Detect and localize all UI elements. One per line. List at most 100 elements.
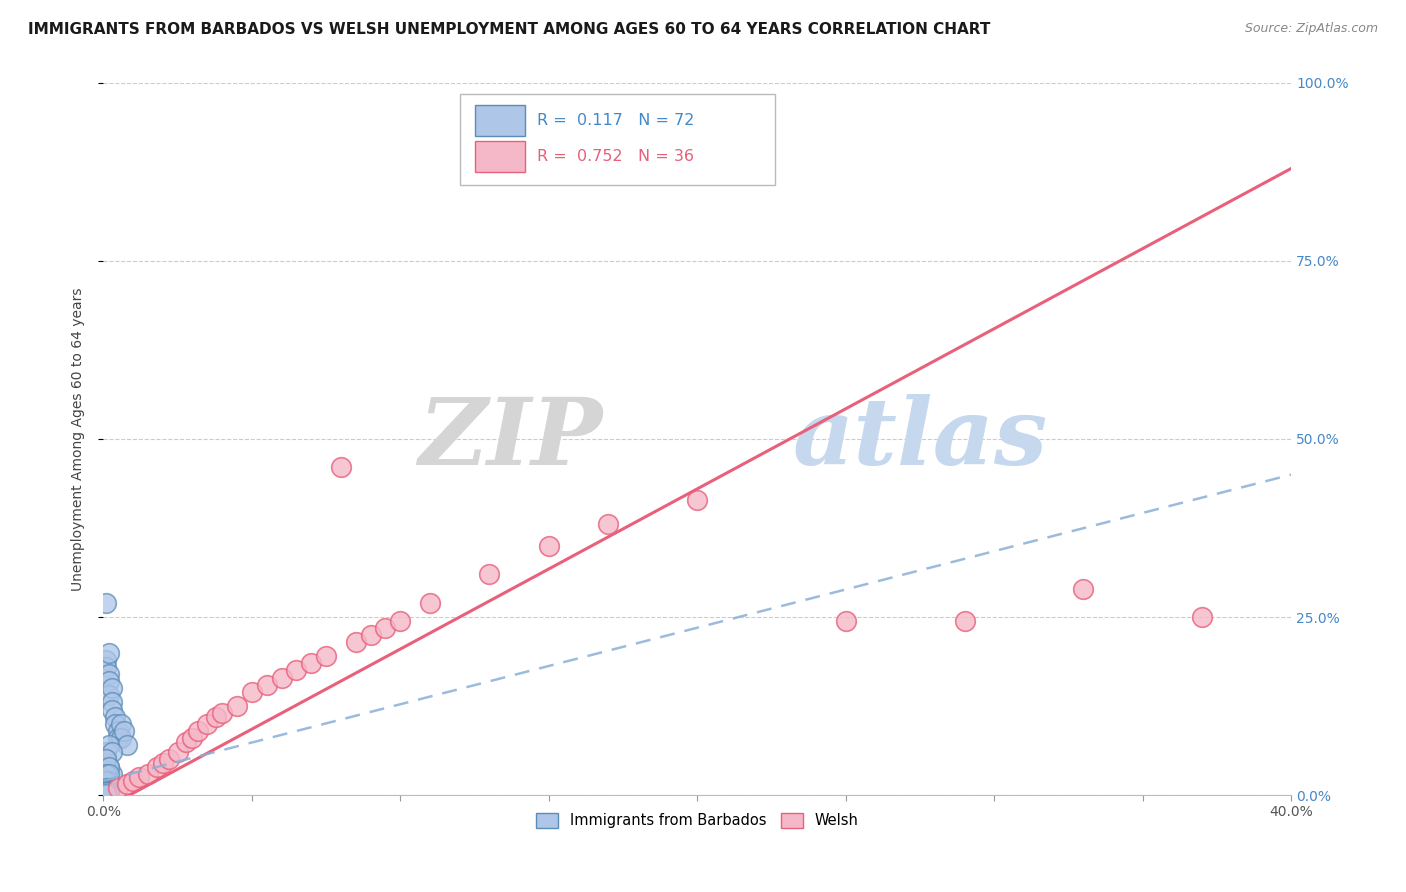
Point [226, 699, 249, 714]
Point [101, 703, 124, 717]
Point [96, 745, 118, 759]
Point [270, 671, 292, 685]
Point [96, 773, 118, 788]
Point [110, 716, 132, 731]
Point [96, 788, 118, 802]
Point [835, 614, 858, 628]
Point [96, 787, 118, 801]
Point [187, 723, 209, 738]
Point [195, 716, 218, 731]
Point [96, 785, 118, 799]
Point [329, 460, 352, 475]
Point [598, 517, 620, 532]
Point [96, 780, 118, 795]
Point [107, 723, 129, 738]
Point [115, 738, 138, 752]
Point [315, 649, 337, 664]
Point [96, 653, 118, 667]
Point [389, 614, 412, 628]
Point [96, 752, 118, 766]
Point [96, 787, 118, 801]
Text: atlas: atlas [793, 394, 1047, 484]
Point [96, 786, 118, 800]
Point [101, 696, 124, 710]
Point [419, 596, 441, 610]
Point [98, 773, 121, 788]
Point [98, 674, 121, 689]
Point [98, 780, 121, 795]
Point [96, 788, 118, 802]
Point [256, 678, 278, 692]
Point [96, 787, 118, 801]
Point [181, 731, 204, 745]
Point [136, 766, 159, 780]
FancyBboxPatch shape [460, 94, 775, 185]
Point [152, 756, 174, 770]
Point [96, 785, 118, 799]
Point [96, 787, 118, 801]
Point [96, 786, 118, 800]
Text: IMMIGRANTS FROM BARBADOS VS WELSH UNEMPLOYMENT AMONG AGES 60 TO 64 YEARS CORRELA: IMMIGRANTS FROM BARBADOS VS WELSH UNEMPL… [28, 22, 990, 37]
Point [96, 787, 118, 801]
Point [96, 780, 118, 795]
Point [122, 773, 145, 788]
Point [96, 788, 118, 802]
Point [104, 709, 127, 723]
Y-axis label: Unemployment Among Ages 60 to 64 years: Unemployment Among Ages 60 to 64 years [72, 287, 86, 591]
Point [145, 759, 167, 773]
Point [112, 723, 135, 738]
Point [205, 709, 228, 723]
Point [96, 785, 118, 799]
Point [107, 780, 129, 795]
Point [96, 788, 118, 802]
Point [96, 784, 118, 798]
Point [374, 621, 396, 635]
Point [96, 660, 118, 674]
Point [101, 681, 124, 696]
Point [96, 596, 118, 610]
Point [953, 614, 976, 628]
Point [478, 567, 501, 582]
Point [96, 787, 118, 801]
Point [686, 492, 709, 507]
Point [240, 685, 263, 699]
Point [101, 745, 124, 759]
Point [96, 785, 118, 799]
Text: Source: ZipAtlas.com: Source: ZipAtlas.com [1244, 22, 1378, 36]
Point [104, 716, 127, 731]
Point [98, 784, 121, 798]
Point [96, 777, 118, 791]
Point [344, 635, 367, 649]
Point [96, 782, 118, 797]
Point [110, 731, 132, 745]
Point [98, 784, 121, 798]
Point [285, 664, 308, 678]
Point [157, 752, 180, 766]
Point [96, 784, 118, 798]
Point [98, 667, 121, 681]
Point [98, 766, 121, 780]
Legend: Immigrants from Barbados, Welsh: Immigrants from Barbados, Welsh [530, 807, 865, 834]
Point [166, 745, 188, 759]
Point [360, 628, 382, 642]
Point [107, 731, 129, 745]
Point [98, 759, 121, 773]
Text: R =  0.117   N = 72: R = 0.117 N = 72 [537, 113, 695, 128]
Point [96, 784, 118, 798]
Point [98, 786, 121, 800]
Point [1073, 582, 1095, 596]
Point [1191, 610, 1213, 624]
FancyBboxPatch shape [475, 105, 524, 136]
Point [98, 738, 121, 752]
Point [537, 539, 560, 553]
Point [299, 657, 322, 671]
Point [98, 646, 121, 660]
Point [96, 784, 118, 798]
Point [98, 759, 121, 773]
Text: ZIP: ZIP [418, 394, 602, 484]
Point [98, 783, 121, 797]
Point [96, 773, 118, 788]
Point [98, 784, 121, 798]
Point [176, 734, 198, 748]
Point [128, 770, 150, 784]
